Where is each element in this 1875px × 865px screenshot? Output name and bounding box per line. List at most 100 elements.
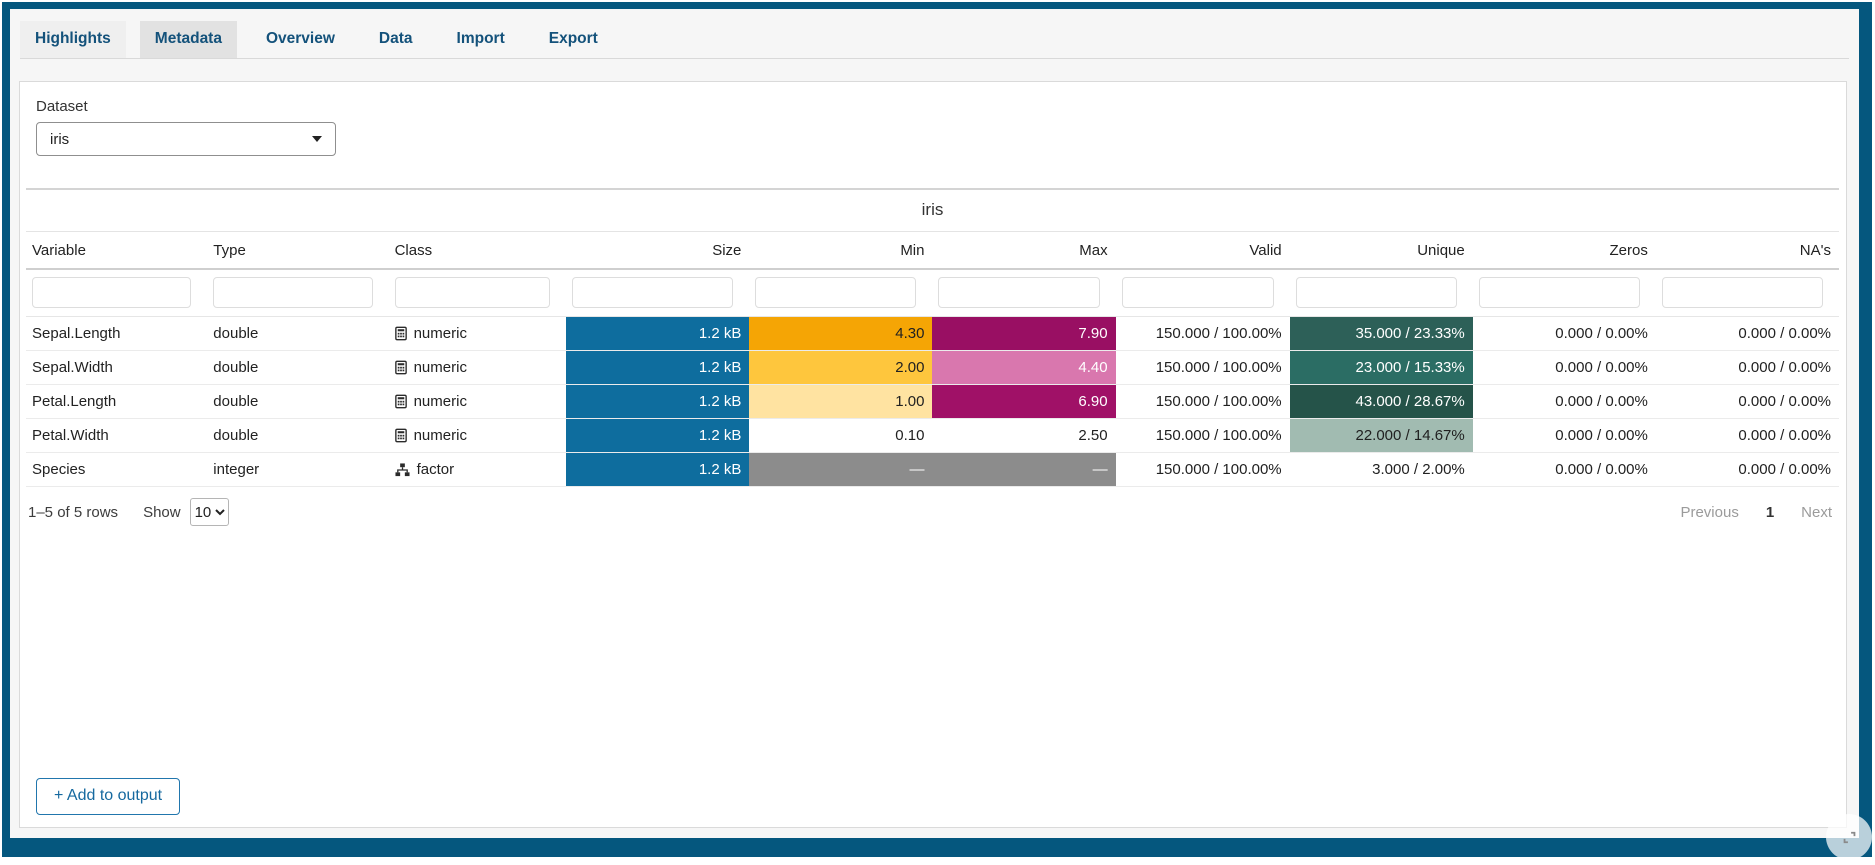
max-bar: 2.50 (1078, 427, 1108, 444)
cell-zeros: 0.000 / 0.00% (1555, 427, 1648, 444)
tab-highlights[interactable]: Highlights (20, 21, 126, 58)
current-page-number[interactable]: 1 (1765, 503, 1775, 521)
tab-import[interactable]: Import (456, 30, 505, 47)
unique-bar: 43.000 / 28.67% (1289, 385, 1473, 418)
table-row: Petal.Width double numeric 1.2 kB 0.10 2… (26, 418, 1839, 453)
cell-nas: 0.000 / 0.00% (1738, 427, 1831, 444)
cell-nas: 0.000 / 0.00% (1738, 461, 1831, 478)
max-bar: 7.90 (932, 317, 1116, 350)
min-bar: 2.00 (749, 351, 933, 384)
tab-overview[interactable]: Overview (265, 30, 335, 47)
fullscreen-toggle[interactable] (1826, 814, 1872, 860)
filter-valid-input[interactable] (1121, 277, 1274, 308)
cell-zeros: 0.000 / 0.00% (1555, 325, 1648, 342)
cell-class: numeric (389, 427, 567, 444)
cell-type: double (207, 350, 389, 385)
cell-zeros: 0.000 / 0.00% (1555, 461, 1648, 478)
cell-class: numeric (389, 325, 567, 342)
tab-export[interactable]: Export (548, 30, 598, 47)
content-area: Highlights Metadata Overview Data Import… (10, 9, 1859, 838)
filter-type-input[interactable] (213, 277, 373, 308)
cell-valid: 150.000 / 100.00% (1155, 427, 1282, 444)
dataset-select[interactable]: iris (36, 122, 336, 156)
filter-class-input[interactable] (394, 277, 551, 308)
table-title: iris (26, 188, 1839, 232)
filter-unique-input[interactable] (1295, 277, 1457, 308)
column-header-zeros[interactable]: Zeros (1472, 232, 1656, 270)
max-bar: 6.90 (932, 385, 1116, 418)
filter-min-input[interactable] (755, 277, 917, 308)
cell-nas: 0.000 / 0.00% (1738, 393, 1831, 410)
cell-variable: Sepal.Width (26, 350, 208, 385)
pagination-bar: 1–5 of 5 rows Show 10 Previous 1 Next (28, 498, 1832, 526)
filter-zeros-input[interactable] (1478, 277, 1640, 308)
row-range-text: 1–5 of 5 rows (28, 503, 119, 521)
show-label: Show (143, 503, 181, 521)
column-header-nas[interactable]: NA's (1655, 232, 1839, 270)
cell-zeros: 0.000 / 0.00% (1555, 359, 1648, 376)
calculator-icon (394, 360, 407, 375)
cell-class: numeric (389, 359, 567, 376)
metadata-panel: Dataset iris iris Variable Typ (19, 81, 1847, 828)
cell-class: numeric (389, 393, 567, 410)
cell-variable: Species (26, 452, 208, 487)
next-page-button[interactable]: Next (1801, 503, 1832, 521)
tab-data[interactable]: Data (378, 30, 413, 47)
filter-max-input[interactable] (938, 277, 1100, 308)
column-header-variable[interactable]: Variable (26, 232, 208, 270)
column-header-type[interactable]: Type (207, 232, 389, 270)
cell-valid: 150.000 / 100.00% (1155, 393, 1282, 410)
cell-type: integer (207, 452, 389, 487)
column-header-unique[interactable]: Unique (1289, 232, 1473, 270)
cell-zeros: 0.000 / 0.00% (1555, 393, 1648, 410)
filter-size-input[interactable] (572, 277, 734, 308)
column-header-max[interactable]: Max (932, 232, 1116, 270)
cell-class: factor (389, 461, 567, 478)
table-row: Sepal.Length double numeric 1.2 kB 4.30 … (26, 316, 1839, 351)
cell-nas: 0.000 / 0.00% (1738, 325, 1831, 342)
previous-page-button[interactable]: Previous (1680, 503, 1739, 521)
cell-variable: Sepal.Length (26, 316, 208, 351)
filter-nas-input[interactable] (1661, 277, 1823, 308)
unique-bar: 35.000 / 23.33% (1289, 317, 1473, 350)
column-header-size[interactable]: Size (566, 232, 750, 270)
column-header-valid[interactable]: Valid (1115, 232, 1290, 270)
filter-variable-input[interactable] (32, 277, 192, 308)
dataset-label: Dataset (36, 98, 88, 115)
cell-valid: 150.000 / 100.00% (1155, 359, 1282, 376)
table-row: Species integer factor 1.2 kB — — 150.00… (26, 452, 1839, 487)
size-bar: 1.2 kB (566, 351, 750, 384)
cell-type: double (207, 316, 389, 351)
tab-metadata[interactable]: Metadata (139, 21, 237, 58)
min-bar: 4.30 (749, 317, 933, 350)
min-bar: 0.10 (895, 427, 925, 444)
cell-valid: 150.000 / 100.00% (1155, 461, 1282, 478)
size-bar: 1.2 kB (566, 419, 750, 452)
max-bar: — (932, 453, 1116, 486)
expand-icon (1843, 831, 1855, 843)
size-bar: 1.2 kB (566, 453, 750, 486)
cell-variable: Petal.Length (26, 384, 208, 419)
min-bar: 1.00 (749, 385, 933, 418)
calculator-icon (394, 394, 407, 409)
cell-nas: 0.000 / 0.00% (1738, 359, 1831, 376)
dataset-select-value: iris (50, 130, 70, 148)
table-row: Petal.Length double numeric 1.2 kB 1.00 … (26, 384, 1839, 419)
page-size-select[interactable]: 10 (189, 498, 229, 526)
size-bar: 1.2 kB (566, 317, 750, 350)
sitemap-icon (395, 462, 410, 476)
add-to-output-button[interactable]: + Add to output (36, 778, 181, 815)
table-row: Sepal.Width double numeric 1.2 kB 2.00 4… (26, 350, 1839, 385)
max-bar: 4.40 (932, 351, 1116, 384)
filter-row (26, 269, 1839, 317)
cell-type: double (207, 384, 389, 419)
min-bar: — (749, 453, 933, 486)
metadata-table: iris Variable Type Class Size Min (26, 188, 1839, 487)
column-header-class[interactable]: Class (388, 232, 567, 270)
unique-bar: 22.000 / 14.67% (1289, 419, 1473, 452)
tab-bar: Highlights Metadata Overview Data Import… (10, 9, 1859, 59)
calculator-icon (394, 428, 407, 443)
column-header-min[interactable]: Min (749, 232, 933, 270)
cell-valid: 150.000 / 100.00% (1155, 325, 1282, 342)
